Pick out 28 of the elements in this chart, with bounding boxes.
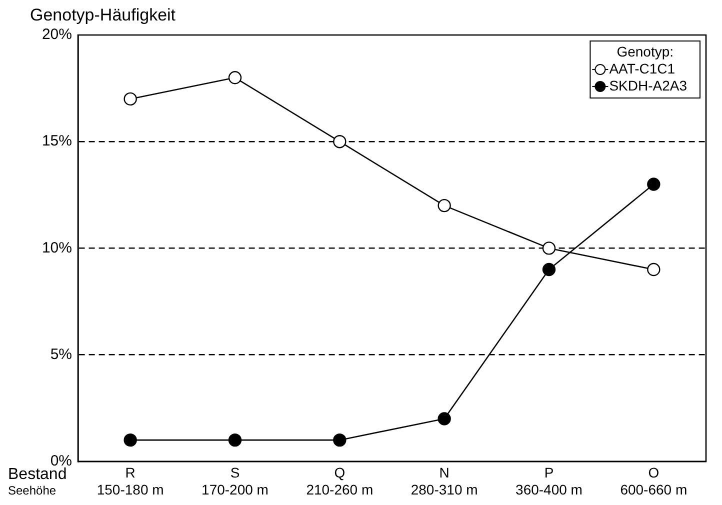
- point: [333, 433, 346, 447]
- x-tick-label: P 360-400 m: [516, 464, 582, 498]
- point: [647, 262, 660, 276]
- legend-label: SKDH-A2A3: [609, 77, 688, 94]
- point: [124, 433, 137, 447]
- chart-title: Genotyp-Häufigkeit: [30, 6, 176, 25]
- x-tick-label: O 600-660 m: [620, 464, 688, 498]
- point: [542, 262, 556, 276]
- text: Seehöhe: [8, 484, 56, 498]
- point: [647, 178, 660, 191]
- point: [438, 412, 451, 426]
- point: [438, 198, 451, 212]
- point: [228, 433, 242, 447]
- y-tick-label: 5%: [50, 346, 72, 363]
- legend-label: AAT-C1C1: [609, 60, 676, 76]
- x-tick-label: R 150-180 m: [96, 464, 164, 498]
- point: [333, 135, 346, 148]
- y-tick-label: 15%: [42, 132, 72, 150]
- y-tick-label: 20%: [42, 26, 72, 44]
- point: [542, 242, 556, 255]
- x-tick-label: Q 210-260 m: [306, 464, 374, 498]
- legend-title: Genotyp:: [616, 43, 674, 60]
- point: [124, 92, 137, 106]
- text: Bestand: [8, 466, 67, 483]
- point: [228, 71, 242, 84]
- x-tick-label: S 170-200 m: [202, 464, 268, 498]
- x-tick-label: N 280-310 m: [410, 464, 478, 498]
- y-tick-label: 10%: [42, 239, 72, 256]
